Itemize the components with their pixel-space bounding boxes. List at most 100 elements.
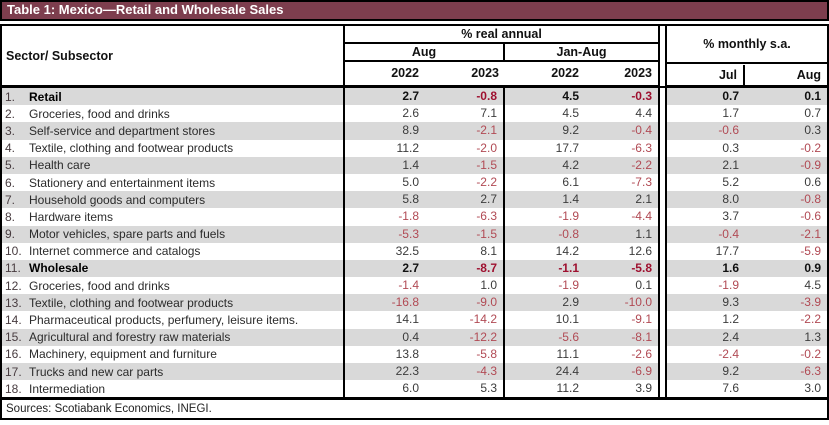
value-aug-2022: 1.4 <box>402 157 419 172</box>
value-aug-2022: 13.8 <box>395 346 419 361</box>
sector-cell: 13. Textile, clothing and footwear produ… <box>2 294 345 312</box>
value-aug-2023: 2.7 <box>425 191 505 209</box>
value-jan-aug-2023: -0.4 <box>631 123 652 138</box>
value-aug-2022: 6.0 <box>402 381 419 396</box>
table-header: Sector/ Subsector % real annual Aug Jan-… <box>2 26 827 88</box>
row-number: 5. <box>5 158 16 173</box>
table-container: Sector/ Subsector % real annual Aug Jan-… <box>0 24 829 421</box>
value-jan-aug-2022: 4.5 <box>562 89 579 103</box>
value-aug-2023: -2.0 <box>425 139 505 157</box>
sector-label: Internet commerce and catalogs <box>29 244 201 259</box>
real-annual-group: % real annual Aug Jan-Aug 2022 2023 2022… <box>345 26 658 86</box>
sector-cell: 9. Motor vehicles, spare parts and fuels <box>2 225 345 243</box>
period-header-row: Aug Jan-Aug <box>345 44 658 62</box>
value-jul-monthly: -0.6 <box>718 123 739 138</box>
value-aug-2023: -2.1 <box>425 122 505 140</box>
value-jul-monthly: 2.1 <box>722 157 739 172</box>
sector-label: Household goods and computers <box>29 192 206 207</box>
value-jul-monthly: 8.0 <box>722 192 739 207</box>
row-number: 2. <box>5 106 16 121</box>
sector-cell: 11. Wholesale <box>2 259 345 278</box>
value-jan-aug-2022: 9.2 <box>562 123 579 138</box>
value-aug-monthly: -0.2 <box>800 346 821 361</box>
sector-cell: 18. Intermediation <box>2 380 345 398</box>
sector-header-cell: Sector/ Subsector <box>2 26 345 86</box>
value-aug-2023: 5.3 <box>425 380 505 398</box>
value-aug-2023: 7.1 <box>425 105 505 123</box>
column-group-gap <box>658 294 667 312</box>
table-row: 7. Household goods and computers 5.8 2.7… <box>2 191 827 209</box>
row-number: 9. <box>5 227 16 242</box>
row-number: 18. <box>5 381 22 396</box>
row-number: 1. <box>5 89 16 104</box>
sector-label: Textile, clothing and footwear products <box>29 141 234 156</box>
value-jan-aug-2022: 17.7 <box>555 140 579 155</box>
value-aug-monthly: 4.5 <box>804 278 821 293</box>
row-number: 3. <box>5 123 16 138</box>
value-aug-monthly: 1.3 <box>804 329 821 344</box>
value-jan-aug-2022: 11.2 <box>556 381 579 396</box>
column-group-gap <box>658 191 667 209</box>
value-jan-aug-2022: 14.2 <box>555 243 579 258</box>
value-aug-monthly: -0.6 <box>800 209 821 224</box>
column-group-gap <box>658 380 667 398</box>
value-jul-monthly: 3.7 <box>722 209 739 224</box>
sector-label: Stationery and entertainment items <box>29 175 216 190</box>
sector-cell: 10. Internet commerce and catalogs <box>2 242 345 260</box>
table-row: 8. Hardware items -1.8 -6.3 -1.9 -4.4 3.… <box>2 208 827 226</box>
row-number: 4. <box>5 141 16 156</box>
table-row: 18. Intermediation 6.0 5.3 11.2 3.9 7.6 … <box>2 380 827 398</box>
value-aug-2023: -14.2 <box>425 311 505 329</box>
sector-cell: 12. Groceries, food and drinks <box>2 277 345 295</box>
value-jan-aug-2022: 10.1 <box>555 312 579 327</box>
value-jul-monthly: 9.3 <box>722 295 739 310</box>
value-aug-2022: 14.1 <box>395 312 419 327</box>
row-number: 15. <box>5 330 22 345</box>
value-aug-2022: -1.8 <box>398 209 419 224</box>
table-row: 12. Groceries, food and drinks -1.4 1.0 … <box>2 277 827 295</box>
value-jul-monthly: 1.6 <box>722 260 739 275</box>
value-jan-aug-2023: -4.4 <box>631 209 652 224</box>
value-jan-aug-2023: 1.1 <box>635 226 652 241</box>
value-jul-monthly: 0.3 <box>722 140 739 155</box>
row-number: 6. <box>5 175 16 190</box>
value-jan-aug-2023: 4.4 <box>635 106 652 121</box>
value-aug-2023: -12.2 <box>425 328 505 346</box>
monthly-sa-header: % monthly s.a. <box>667 26 827 64</box>
value-aug-2023: -9.0 <box>425 294 505 312</box>
aug-period-header: Aug <box>345 44 505 60</box>
sector-cell: 4. Textile, clothing and footwear produc… <box>2 139 345 157</box>
table-body: 1. Retail 2.7 -0.8 4.5 -0.3 0.7 0.1 2. G… <box>2 88 827 398</box>
value-jan-aug-2023: -2.6 <box>631 346 652 361</box>
value-aug-2023: -1.5 <box>425 225 505 243</box>
column-group-gap <box>658 225 667 243</box>
table-row: 13. Textile, clothing and footwear produ… <box>2 294 827 312</box>
sector-label: Pharmaceutical products, perfumery, leis… <box>29 313 299 328</box>
value-aug-2022: 2.6 <box>402 106 419 121</box>
value-jul-monthly: -0.4 <box>718 226 739 241</box>
value-jul-monthly: 17.7 <box>715 243 739 258</box>
value-jan-aug-2023: 2.1 <box>635 192 652 207</box>
sector-cell: 16. Machinery, equipment and furniture <box>2 345 345 364</box>
column-group-gap <box>658 139 667 157</box>
value-aug-2022: 5.0 <box>402 174 419 189</box>
table-row: 2. Groceries, food and drinks 2.6 7.1 4.… <box>2 105 827 123</box>
column-group-gap <box>658 242 667 260</box>
column-group-gap <box>658 26 667 86</box>
value-jan-aug-2023: -0.3 <box>631 89 652 103</box>
value-aug-2022: 32.5 <box>395 243 419 258</box>
value-jan-aug-2023: -6.9 <box>631 364 652 378</box>
column-group-gap <box>658 277 667 295</box>
value-aug-monthly: 0.3 <box>804 123 821 138</box>
row-number: 8. <box>5 209 16 224</box>
value-jan-aug-2023: 12.6 <box>628 243 652 258</box>
value-jul-monthly: 0.7 <box>722 89 739 103</box>
value-aug-monthly: 0.9 <box>804 260 821 275</box>
monthly-sa-group: % monthly s.a. Jul Aug <box>667 26 827 86</box>
value-aug-2022: 11.2 <box>396 140 419 155</box>
value-jul-monthly: -1.9 <box>718 278 739 293</box>
row-number: 13. <box>5 295 22 310</box>
value-aug-monthly: -5.9 <box>800 243 821 258</box>
value-jul-monthly: -2.4 <box>718 346 739 361</box>
column-group-gap <box>658 345 667 364</box>
